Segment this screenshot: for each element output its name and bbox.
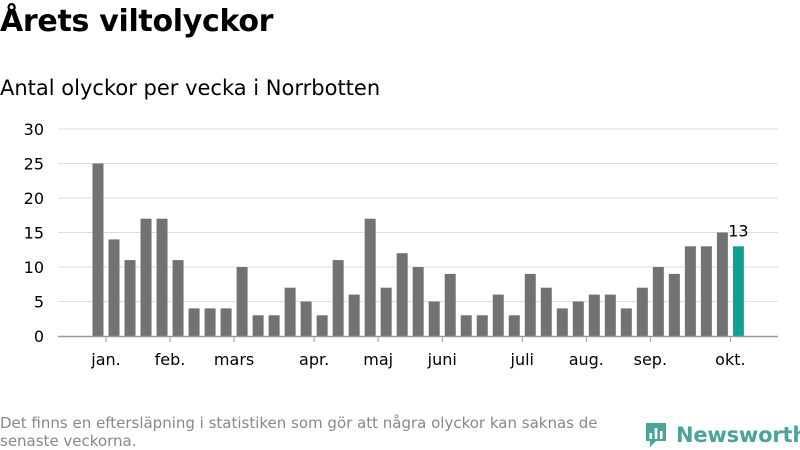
x-tick-label: sep.	[634, 350, 667, 369]
bar	[556, 308, 568, 336]
chart-subtitle: Antal olyckor per vecka i Norrbotten	[0, 76, 381, 100]
x-tick-label: juli	[510, 350, 534, 369]
bar	[268, 315, 280, 336]
bar	[716, 232, 728, 336]
y-tick-label: 5	[34, 293, 44, 312]
bar	[236, 267, 248, 336]
bar	[620, 308, 632, 336]
bar	[380, 287, 392, 336]
bar	[540, 287, 552, 336]
bar	[348, 294, 360, 336]
chart-title: Årets viltolyckor	[0, 4, 274, 39]
x-tick-label: mars	[214, 350, 254, 369]
brand-logo[interactable]: Newsworthy	[644, 420, 800, 450]
bar	[188, 308, 200, 336]
bar-chart: 0 5 10 15 20 25 30 jan. feb. mars apr. maj juni juli…	[24, 120, 778, 369]
x-tick-label: jan.	[90, 350, 120, 369]
bar	[652, 267, 664, 336]
bar	[300, 301, 312, 336]
bars	[92, 163, 744, 336]
footnote: Det finns en eftersläpning i statistiken…	[0, 414, 598, 450]
bar	[508, 315, 520, 336]
bar	[524, 273, 536, 336]
bar	[204, 308, 216, 336]
bar	[412, 267, 424, 336]
bar	[140, 218, 152, 336]
bar	[252, 315, 264, 336]
y-tick-label: 30	[24, 120, 44, 139]
newsworthy-logo-icon	[646, 423, 666, 447]
y-tick-label: 10	[24, 258, 44, 277]
bar	[668, 273, 680, 336]
bar	[108, 239, 120, 336]
bar	[124, 260, 136, 336]
x-tick-label: okt.	[715, 350, 745, 369]
bar	[364, 218, 376, 336]
x-tick-label: aug.	[569, 350, 604, 369]
x-axis-ticks: jan. feb. mars apr. maj juni juli aug. sep. okt.	[90, 337, 746, 369]
y-axis-ticks: 0 5 10 15 20 25 30	[24, 120, 44, 346]
y-tick-label: 0	[34, 327, 44, 346]
x-tick-label: juni	[427, 350, 457, 369]
brand-name: Newsworthy	[676, 423, 800, 447]
bar	[428, 301, 440, 336]
y-tick-label: 15	[24, 224, 44, 243]
bar	[396, 253, 408, 336]
highlight-value-label: 13	[728, 221, 748, 240]
bar	[604, 294, 616, 336]
bar	[92, 163, 104, 336]
bar	[492, 294, 504, 336]
y-tick-label: 20	[24, 189, 44, 208]
x-tick-label: apr.	[299, 350, 329, 369]
bar	[444, 273, 456, 336]
bar	[700, 246, 712, 336]
bar	[220, 308, 232, 336]
bar	[572, 301, 584, 336]
bar-highlight	[732, 246, 744, 336]
bar	[316, 315, 328, 336]
bar	[460, 315, 472, 336]
bar	[332, 260, 344, 336]
bar	[684, 246, 696, 336]
bar	[156, 218, 168, 336]
bar	[636, 287, 648, 336]
bar	[588, 294, 600, 336]
bar	[284, 287, 296, 336]
bar	[476, 315, 488, 336]
x-tick-label: maj	[363, 350, 393, 369]
bar	[172, 260, 184, 336]
x-tick-label: feb.	[155, 350, 186, 369]
y-tick-label: 25	[24, 155, 44, 174]
data-labels: 13	[728, 221, 748, 240]
